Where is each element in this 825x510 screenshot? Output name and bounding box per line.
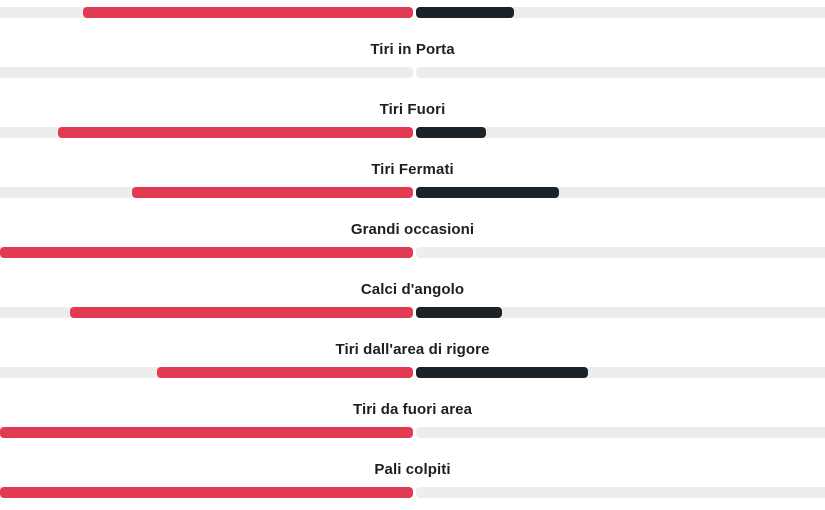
away-track — [416, 247, 825, 258]
away-bar — [416, 7, 514, 18]
away-track — [416, 307, 825, 318]
stat-label: Tiri dall'area di rigore — [335, 341, 490, 358]
home-bar — [0, 487, 413, 498]
away-bar — [416, 367, 588, 378]
home-bar — [0, 427, 413, 438]
stat-label: Grandi occasioni — [350, 221, 475, 238]
home-bar — [132, 187, 413, 198]
stat-label: Tiri Fuori — [379, 101, 446, 118]
away-track — [416, 427, 825, 438]
home-track — [0, 67, 413, 78]
stat-row-tiri-fuori: Tiri Fuori — [0, 72, 825, 138]
away-track — [416, 67, 825, 78]
stat-label: Tiri in Porta — [370, 41, 455, 58]
stat-label: Tiri da fuori area — [352, 401, 473, 418]
home-bar — [83, 7, 413, 18]
away-bar — [416, 187, 559, 198]
away-bar — [416, 127, 486, 138]
stat-row-grandi-occasioni: Grandi occasioni — [0, 192, 825, 258]
stat-row-top-partial — [0, 0, 825, 18]
away-track — [416, 7, 825, 18]
stat-label: Tiri Fermati — [371, 161, 454, 178]
stat-row-tiri-fuori-area: Tiri da fuori area — [0, 372, 825, 438]
stat-row-pali-colpiti: Pali colpiti — [0, 432, 825, 498]
stat-row-tiri-fermati: Tiri Fermati — [0, 132, 825, 198]
home-bar — [58, 127, 413, 138]
stat-row-tiri-area-rigore: Tiri dall'area di rigore — [0, 312, 825, 378]
stat-label: Pali colpiti — [374, 461, 451, 478]
away-track — [416, 127, 825, 138]
stat-row-tiri-in-porta: Tiri in Porta — [0, 12, 825, 78]
stat-label: Calci d'angolo — [360, 281, 465, 298]
away-track — [416, 487, 825, 498]
home-bar — [157, 367, 413, 378]
home-bar — [0, 247, 413, 258]
home-bar — [70, 307, 413, 318]
stat-row-calci-d-angolo: Calci d'angolo — [0, 252, 825, 318]
away-track — [416, 367, 825, 378]
away-bar — [416, 307, 502, 318]
away-track — [416, 187, 825, 198]
